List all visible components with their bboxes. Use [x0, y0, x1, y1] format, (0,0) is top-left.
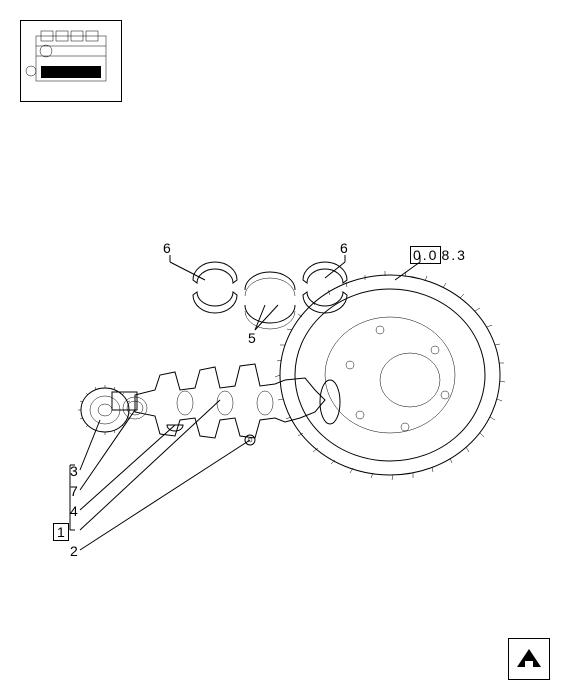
callout-6-left: 6: [163, 240, 171, 256]
callout-1: 1: [53, 523, 69, 541]
callout-4: 4: [70, 503, 78, 519]
callout-3: 3: [70, 463, 78, 479]
main-diagram: [0, 0, 570, 700]
callout-6-right: 6: [340, 240, 348, 256]
callout-7: 7: [70, 483, 78, 499]
section-reference: 0.08.3: [410, 247, 467, 263]
nav-corner-icon[interactable]: [508, 638, 550, 680]
callout-2: 2: [70, 543, 78, 559]
callout-5: 5: [248, 330, 256, 346]
